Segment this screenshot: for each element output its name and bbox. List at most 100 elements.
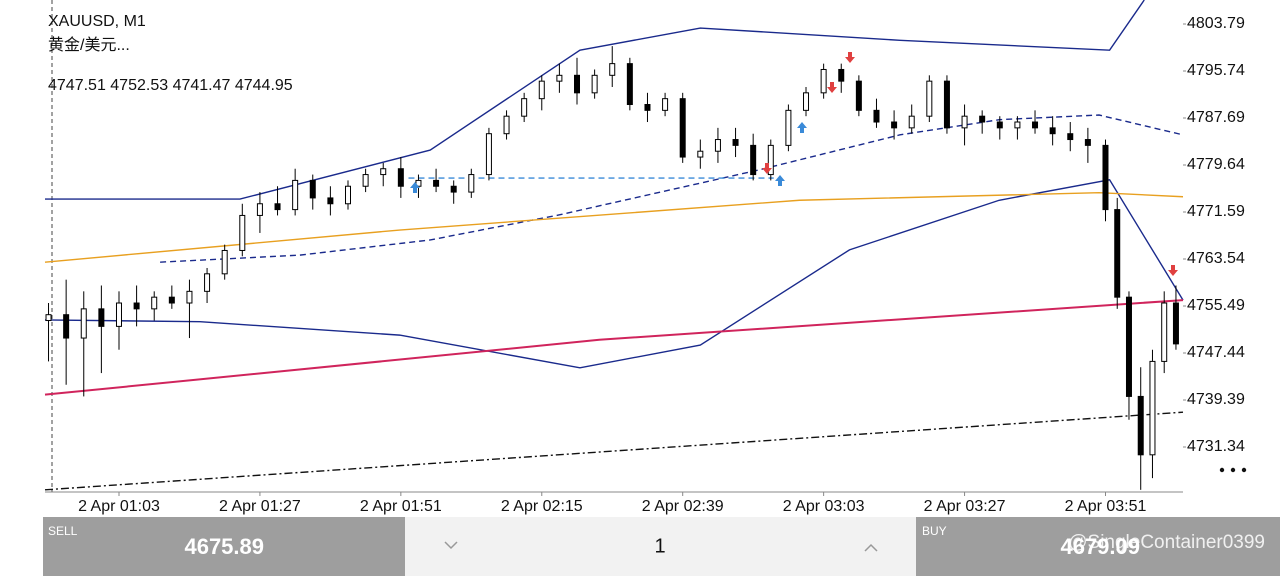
y-tick-label: 4731.34 bbox=[1187, 438, 1245, 455]
y-tick-label: 4779.64 bbox=[1187, 156, 1245, 173]
candle-body bbox=[344, 185, 351, 205]
candle-body bbox=[80, 308, 87, 339]
plot bbox=[44, 0, 1184, 491]
candle-body bbox=[556, 74, 563, 82]
candle-body bbox=[574, 74, 581, 94]
candle-body bbox=[309, 179, 316, 199]
candle-body bbox=[1149, 360, 1156, 456]
candle-body bbox=[433, 179, 440, 187]
candle-body bbox=[327, 197, 334, 205]
candle-body bbox=[380, 168, 387, 176]
candle-body bbox=[785, 109, 792, 146]
candle-body bbox=[98, 308, 105, 327]
candle-body bbox=[943, 80, 950, 129]
candle-body bbox=[626, 63, 633, 106]
candle-body bbox=[1032, 121, 1039, 129]
candle-body bbox=[1084, 139, 1091, 146]
buy-button[interactable] bbox=[916, 517, 1280, 576]
indicator-line bbox=[44, 411, 1184, 491]
y-tick-label: 4763.54 bbox=[1187, 250, 1245, 267]
y-tick-label: 4771.59 bbox=[1187, 203, 1245, 220]
y-tick-label: 4787.69 bbox=[1187, 109, 1245, 126]
candle-body bbox=[133, 302, 140, 310]
x-tick-label: 2 Apr 02:39 bbox=[642, 498, 724, 515]
candle-body bbox=[256, 203, 263, 216]
candle-body bbox=[1102, 144, 1109, 211]
indicator-line bbox=[160, 114, 1184, 263]
candle-body bbox=[468, 174, 475, 193]
y-tick-label: 4755.49 bbox=[1187, 297, 1245, 314]
candle-body bbox=[503, 115, 510, 135]
x-tick-label: 2 Apr 03:51 bbox=[1065, 498, 1147, 515]
candle-body bbox=[662, 98, 669, 111]
sell-price: 4675.89 bbox=[184, 534, 264, 559]
buy-price: 4679.09 bbox=[1060, 534, 1140, 559]
y-tick-label: 4739.39 bbox=[1187, 391, 1245, 408]
candle-body bbox=[115, 302, 122, 327]
candle-body bbox=[1172, 302, 1179, 345]
candle-body bbox=[644, 104, 651, 111]
candle-body bbox=[767, 144, 774, 176]
volume[interactable]: 1 bbox=[654, 535, 665, 557]
candle-body bbox=[1049, 127, 1056, 135]
candle-body bbox=[521, 98, 528, 117]
candle-body bbox=[979, 115, 986, 123]
x-tick-label: 2 Apr 01:27 bbox=[219, 498, 301, 515]
symbol: XAUUSD, M1 bbox=[48, 13, 146, 30]
x-tick-label: 2 Apr 03:03 bbox=[783, 498, 865, 515]
y-tick-label: 4795.74 bbox=[1187, 62, 1245, 79]
indicator-line bbox=[44, 179, 1184, 369]
description: 黄金/美元... bbox=[48, 36, 130, 54]
candle-body bbox=[961, 115, 968, 129]
ohlc: 4747.51 4752.53 4741.47 4744.95 bbox=[48, 77, 293, 94]
candle-body bbox=[750, 144, 757, 176]
buy-label: BUY bbox=[922, 524, 947, 538]
volume-box bbox=[405, 517, 916, 576]
candle-body bbox=[697, 150, 704, 158]
candle-body bbox=[609, 63, 616, 76]
x-tick-label: 2 Apr 02:15 bbox=[501, 498, 583, 515]
candle-body bbox=[362, 174, 369, 187]
candle-body bbox=[186, 290, 193, 304]
candle-body bbox=[485, 133, 492, 176]
candle-body bbox=[908, 115, 915, 129]
x-tick-label: 2 Apr 01:03 bbox=[78, 498, 160, 515]
candle-body bbox=[679, 98, 686, 158]
candle-body bbox=[926, 80, 933, 117]
candle-body bbox=[450, 185, 457, 193]
sell-label: SELL bbox=[48, 524, 78, 538]
y-tick-label: 4747.44 bbox=[1187, 344, 1245, 361]
decrease[interactable] bbox=[444, 541, 458, 550]
candle-body bbox=[1114, 209, 1121, 298]
candle-body bbox=[151, 296, 158, 310]
increase[interactable] bbox=[864, 543, 878, 552]
candle-body bbox=[591, 74, 598, 94]
sell-button[interactable] bbox=[43, 517, 405, 576]
candle-body bbox=[838, 68, 845, 82]
candle-body bbox=[1125, 296, 1132, 397]
candle-body bbox=[292, 179, 299, 211]
y-tick-label: 4803.79 bbox=[1187, 15, 1245, 32]
candle-body bbox=[873, 109, 880, 123]
candle-body bbox=[274, 203, 281, 211]
candle-body bbox=[1137, 395, 1144, 456]
candle-body bbox=[45, 314, 52, 322]
candle-body bbox=[1161, 302, 1168, 362]
more-dots[interactable] bbox=[1219, 467, 1247, 473]
indicator-line bbox=[44, 299, 1184, 396]
candle-body bbox=[538, 80, 545, 100]
candle-body bbox=[714, 139, 721, 152]
watermark: @SingleContainer0399 bbox=[1068, 532, 1265, 553]
candle-body bbox=[820, 68, 827, 94]
trade-arrows bbox=[410, 52, 1178, 276]
candle-body bbox=[204, 273, 211, 292]
candle-body bbox=[996, 121, 1003, 129]
candle-body bbox=[397, 168, 404, 187]
candle-body bbox=[239, 214, 246, 251]
candle-body bbox=[1067, 133, 1074, 141]
indicator-line bbox=[44, 191, 1184, 263]
x-tick-label: 2 Apr 03:27 bbox=[924, 498, 1006, 515]
x-tick-label: 2 Apr 01:51 bbox=[360, 498, 442, 515]
candle-body bbox=[732, 139, 739, 146]
indicator-line bbox=[45, 0, 1145, 200]
